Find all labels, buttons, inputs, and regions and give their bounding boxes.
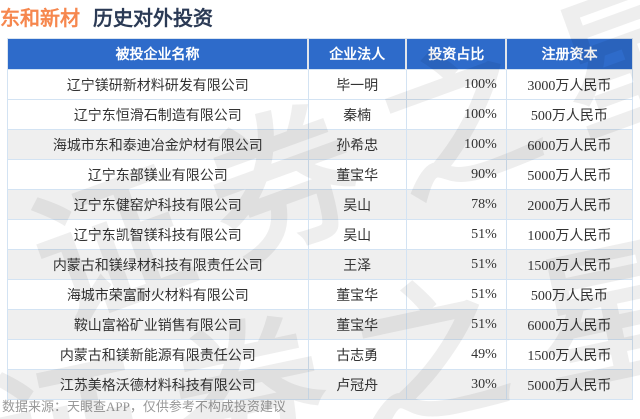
cell-company-name: 辽宁东健窑炉科技有限公司 bbox=[7, 189, 309, 220]
cell-invest-ratio: 51% bbox=[405, 219, 507, 250]
cell-legal-person: 董宝华 bbox=[307, 159, 407, 190]
page-title: 东和新材 历史对外投资 bbox=[0, 7, 213, 31]
cell-legal-person: 吴山 bbox=[307, 189, 407, 220]
cell-company-name: 内蒙古和镁绿材科技有限责任公司 bbox=[7, 249, 309, 280]
cell-legal-person: 董宝华 bbox=[307, 309, 407, 340]
cell-invest-ratio: 100% bbox=[405, 69, 507, 100]
cell-registered-capital: 6000万人民币 bbox=[505, 129, 634, 160]
cell-registered-capital: 500万人民币 bbox=[505, 279, 634, 310]
cell-registered-capital: 1500万人民币 bbox=[505, 339, 634, 370]
cell-legal-person: 秦楠 bbox=[307, 99, 407, 130]
cell-registered-capital: 6000万人民币 bbox=[505, 309, 634, 340]
cell-invest-ratio: 30% bbox=[405, 369, 507, 400]
cell-registered-capital: 1500万人民币 bbox=[505, 249, 634, 280]
cell-legal-person: 毕一明 bbox=[307, 69, 407, 100]
cell-company-name: 内蒙古和镁新能源有限责任公司 bbox=[7, 339, 309, 370]
column-header-3: 注册资本 bbox=[505, 38, 633, 70]
stock-name: 东和新材 bbox=[0, 8, 80, 30]
cell-company-name: 海城市荣富耐火材料有限公司 bbox=[7, 279, 309, 310]
cell-registered-capital: 500万人民币 bbox=[505, 99, 634, 130]
cell-company-name: 辽宁镁研新材料研发有限公司 bbox=[7, 69, 309, 100]
cell-legal-person: 孙希忠 bbox=[307, 129, 407, 160]
cell-registered-capital: 3000万人民币 bbox=[505, 69, 634, 100]
table-row: 辽宁镁研新材料研发有限公司 毕一明 100% 3000万人民币 bbox=[7, 69, 634, 100]
table-row: 辽宁东健窑炉科技有限公司 吴山 78% 2000万人民币 bbox=[7, 189, 634, 220]
investment-table: 被投企业名称 企业法人 投资占比 注册资本 辽宁镁研新材料研发有限公司 毕一明 100% 3… bbox=[7, 38, 634, 400]
cell-company-name: 辽宁东恒滑石制造有限公司 bbox=[7, 99, 309, 130]
cell-invest-ratio: 51% bbox=[405, 309, 507, 340]
cell-invest-ratio: 49% bbox=[405, 339, 507, 370]
data-source-note: 数据来源：天眼查APP，仅供参考不构成投资建议 bbox=[2, 399, 286, 414]
cell-legal-person: 吴山 bbox=[307, 219, 407, 250]
table-body: 辽宁镁研新材料研发有限公司 毕一明 100% 3000万人民币 辽宁东恒滑石制造有限公司… bbox=[7, 69, 634, 400]
cell-invest-ratio: 51% bbox=[405, 279, 507, 310]
table-row: 辽宁东凯智镁科技有限公司 吴山 51% 1000万人民币 bbox=[7, 219, 634, 250]
cell-registered-capital: 1000万人民币 bbox=[505, 219, 634, 250]
cell-invest-ratio: 100% bbox=[405, 129, 507, 160]
table-row: 江苏美格沃德材料科技有限公司 卢冠舟 30% 5000万人民币 bbox=[7, 369, 634, 400]
table-row: 海城市荣富耐火材料有限公司 董宝华 51% 500万人民币 bbox=[7, 279, 634, 310]
cell-company-name: 鞍山富裕矿业销售有限公司 bbox=[7, 309, 309, 340]
table-row: 鞍山富裕矿业销售有限公司 董宝华 51% 6000万人民币 bbox=[7, 309, 634, 340]
table-row: 内蒙古和镁新能源有限责任公司 古志勇 49% 1500万人民币 bbox=[7, 339, 634, 370]
column-header-0: 被投企业名称 bbox=[7, 38, 309, 70]
table-header: 被投企业名称 企业法人 投资占比 注册资本 bbox=[7, 38, 633, 70]
cell-invest-ratio: 90% bbox=[405, 159, 507, 190]
cell-registered-capital: 2000万人民币 bbox=[505, 189, 634, 220]
table-row: 辽宁东部镁业有限公司 董宝华 90% 5000万人民币 bbox=[7, 159, 634, 190]
cell-registered-capital: 5000万人民币 bbox=[505, 369, 634, 400]
cell-legal-person: 王泽 bbox=[307, 249, 407, 280]
cell-legal-person: 古志勇 bbox=[307, 339, 407, 370]
cell-invest-ratio: 51% bbox=[405, 249, 507, 280]
table-row: 内蒙古和镁绿材科技有限责任公司 王泽 51% 1500万人民币 bbox=[7, 249, 634, 280]
table-header-row: 被投企业名称 企业法人 投资占比 注册资本 bbox=[7, 38, 633, 70]
cell-company-name: 辽宁东凯智镁科技有限公司 bbox=[7, 219, 309, 250]
column-header-1: 企业法人 bbox=[307, 38, 407, 70]
cell-company-name: 海城市东和泰迪冶金炉材有限公司 bbox=[7, 129, 309, 160]
cell-invest-ratio: 78% bbox=[405, 189, 507, 220]
cell-company-name: 辽宁东部镁业有限公司 bbox=[7, 159, 309, 190]
cell-invest-ratio: 100% bbox=[405, 99, 507, 130]
column-header-2: 投资占比 bbox=[405, 38, 507, 70]
report-section-title: 历史对外投资 bbox=[93, 8, 213, 30]
cell-legal-person: 董宝华 bbox=[307, 279, 407, 310]
table-row: 辽宁东恒滑石制造有限公司 秦楠 100% 500万人民币 bbox=[7, 99, 634, 130]
cell-registered-capital: 5000万人民币 bbox=[505, 159, 634, 190]
cell-legal-person: 卢冠舟 bbox=[307, 369, 407, 400]
table-row: 海城市东和泰迪冶金炉材有限公司 孙希忠 100% 6000万人民币 bbox=[7, 129, 634, 160]
cell-company-name: 江苏美格沃德材料科技有限公司 bbox=[7, 369, 309, 400]
